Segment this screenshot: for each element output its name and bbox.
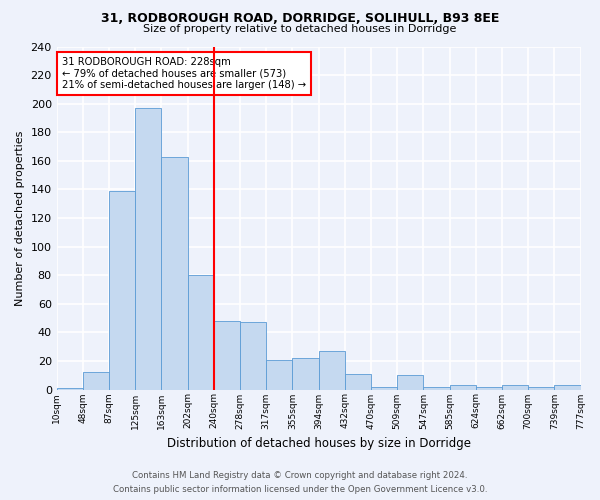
Text: Contains HM Land Registry data © Crown copyright and database right 2024.
Contai: Contains HM Land Registry data © Crown c… (113, 472, 487, 494)
Bar (424, 386, 449, 390)
Bar (319, 351, 345, 390)
Text: 31, RODBOROUGH ROAD, DORRIDGE, SOLIHULL, B93 8EE: 31, RODBOROUGH ROAD, DORRIDGE, SOLIHULL,… (101, 12, 499, 26)
Bar (345, 374, 371, 390)
Bar (554, 385, 581, 390)
Bar (214, 321, 240, 390)
Bar (449, 385, 476, 390)
Bar (109, 191, 135, 390)
Bar (240, 322, 266, 390)
X-axis label: Distribution of detached houses by size in Dorridge: Distribution of detached houses by size … (167, 437, 470, 450)
Y-axis label: Number of detached properties: Number of detached properties (15, 130, 25, 306)
Bar (476, 386, 502, 390)
Bar (397, 375, 424, 390)
Bar (135, 108, 161, 390)
Bar (528, 386, 554, 390)
Text: 31 RODBOROUGH ROAD: 228sqm
← 79% of detached houses are smaller (573)
21% of sem: 31 RODBOROUGH ROAD: 228sqm ← 79% of deta… (62, 57, 306, 90)
Bar (502, 385, 528, 390)
Bar (266, 360, 292, 390)
Text: Size of property relative to detached houses in Dorridge: Size of property relative to detached ho… (143, 24, 457, 34)
Bar (83, 372, 109, 390)
Bar (161, 156, 188, 390)
Bar (56, 388, 83, 390)
Bar (188, 275, 214, 390)
Bar (292, 358, 319, 390)
Bar (371, 386, 397, 390)
